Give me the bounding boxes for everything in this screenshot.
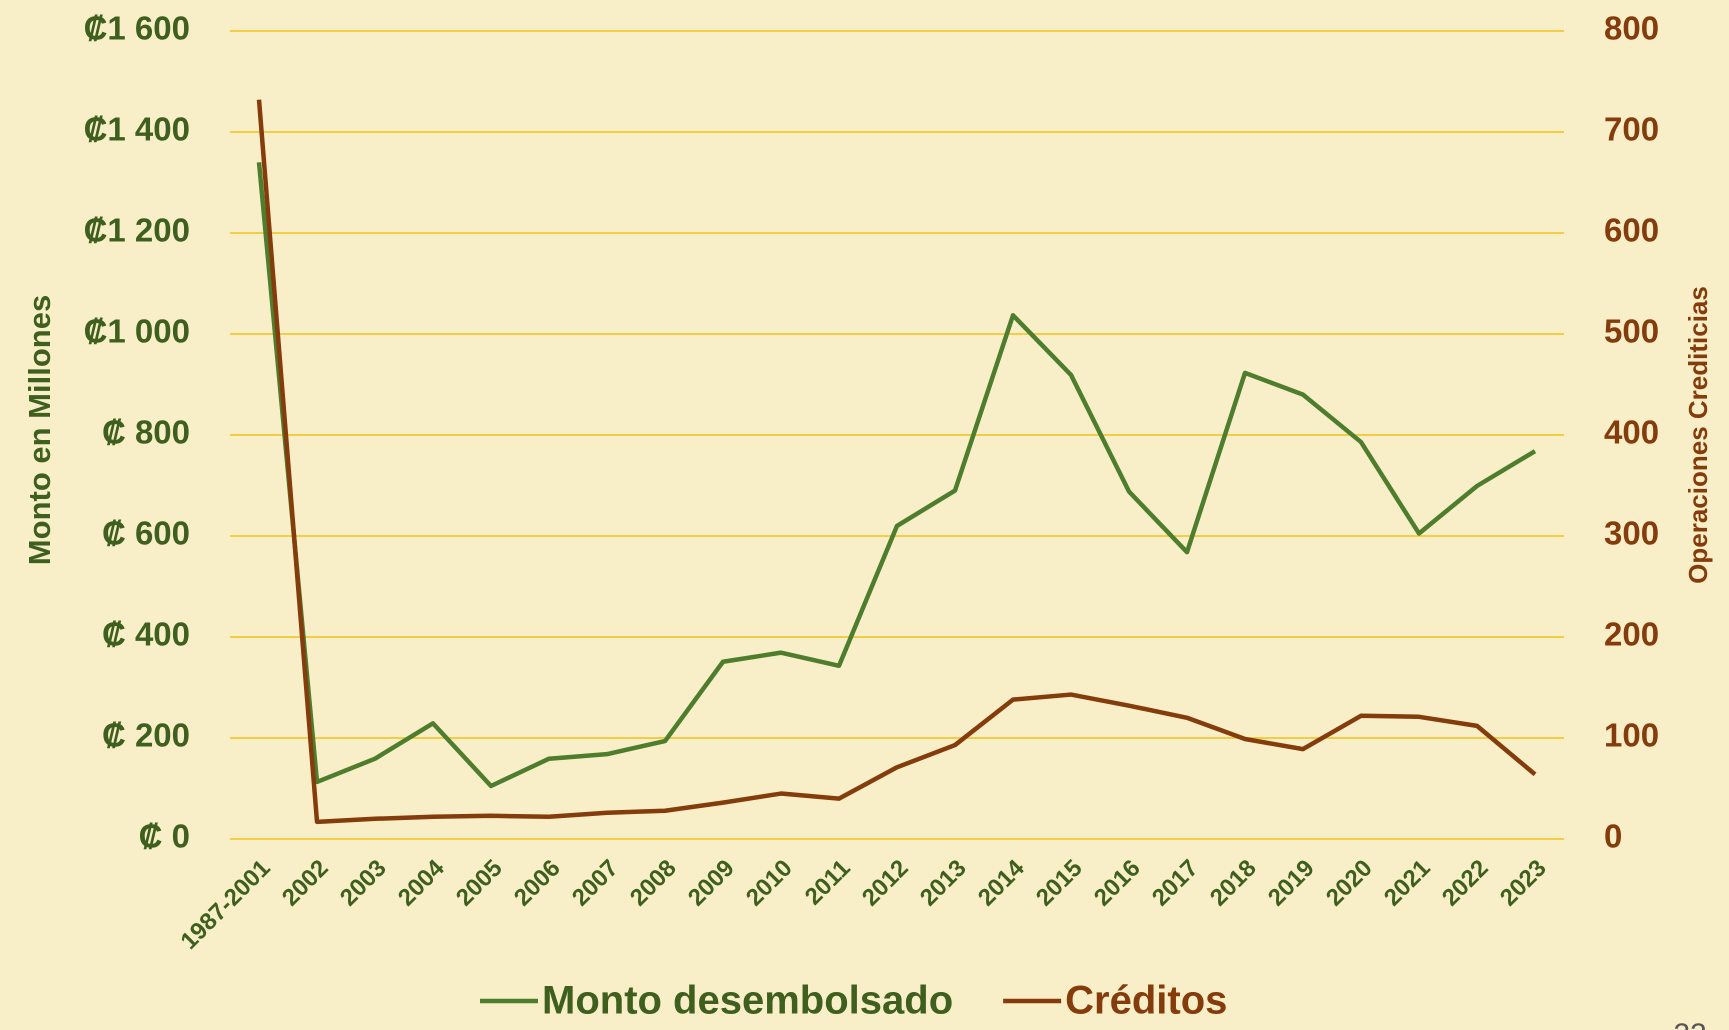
y-tick-label: ₡1 000 bbox=[84, 313, 190, 350]
x-tick-label: 2018 bbox=[1205, 855, 1262, 912]
x-tick-label: 2007 bbox=[567, 855, 624, 912]
x-tick-label: 2005 bbox=[451, 855, 508, 912]
y-tick-label: ₡1 400 bbox=[84, 111, 190, 148]
y2-tick-label: 200 bbox=[1604, 616, 1659, 653]
page-number: 22 bbox=[1673, 1018, 1706, 1030]
x-tick-label: 1987-2001 bbox=[175, 855, 275, 955]
y-tick-label: ₡ 0 bbox=[139, 818, 190, 855]
x-tick-label: 2017 bbox=[1147, 855, 1204, 912]
y2-tick-label: 0 bbox=[1604, 818, 1622, 855]
x-tick-label: 2021 bbox=[1379, 855, 1436, 912]
series-line bbox=[256, 162, 1537, 789]
y2-tick-label: 100 bbox=[1604, 717, 1659, 754]
y-tick-label: ₡ 400 bbox=[102, 616, 190, 653]
x-tick-label: 2023 bbox=[1495, 855, 1552, 912]
y-tick-label: ₡ 200 bbox=[102, 717, 190, 754]
x-tick-label: 2019 bbox=[1263, 855, 1320, 912]
x-tick-label: 2011 bbox=[800, 855, 856, 911]
x-tick-label: 2003 bbox=[335, 855, 392, 912]
x-tick-label: 2016 bbox=[1089, 855, 1146, 912]
y2-tick-label: 300 bbox=[1604, 515, 1659, 552]
y2-tick-label: 600 bbox=[1604, 212, 1659, 249]
x-tick-label: 2020 bbox=[1321, 855, 1378, 912]
x-tick-label: 2004 bbox=[393, 854, 450, 911]
y-tick-label: ₡ 800 bbox=[102, 414, 190, 451]
x-tick-label: 2006 bbox=[509, 855, 566, 912]
x-tick-label: 2008 bbox=[625, 855, 682, 912]
legend-label: Créditos bbox=[1065, 979, 1227, 1023]
y-tick-label: ₡1 200 bbox=[84, 212, 190, 249]
x-tick-label: 2022 bbox=[1437, 855, 1494, 912]
y-tick-label: ₡1 600 bbox=[84, 10, 190, 47]
y2-tick-label: 700 bbox=[1604, 111, 1659, 148]
x-tick-label: 2015 bbox=[1031, 855, 1088, 912]
y2-tick-label: 500 bbox=[1604, 313, 1659, 350]
x-tick-label: 2010 bbox=[741, 855, 798, 912]
x-tick-label: 2012 bbox=[857, 855, 914, 912]
series-line bbox=[256, 99, 1537, 825]
y-tick-label: ₡ 600 bbox=[102, 515, 190, 552]
x-tick-label: 2009 bbox=[683, 855, 740, 912]
legend-label: Monto desembolsado bbox=[542, 979, 953, 1023]
x-tick-label: 2013 bbox=[915, 855, 972, 912]
x-tick-label: 2002 bbox=[277, 855, 334, 912]
y2-tick-label: 800 bbox=[1604, 10, 1659, 47]
y-axis-title: Monto en Millones bbox=[22, 295, 57, 565]
x-tick-label: 2014 bbox=[973, 854, 1030, 911]
y2-tick-label: 400 bbox=[1604, 414, 1659, 451]
y2-axis-title: Operaciones Crediticias bbox=[1683, 286, 1713, 584]
